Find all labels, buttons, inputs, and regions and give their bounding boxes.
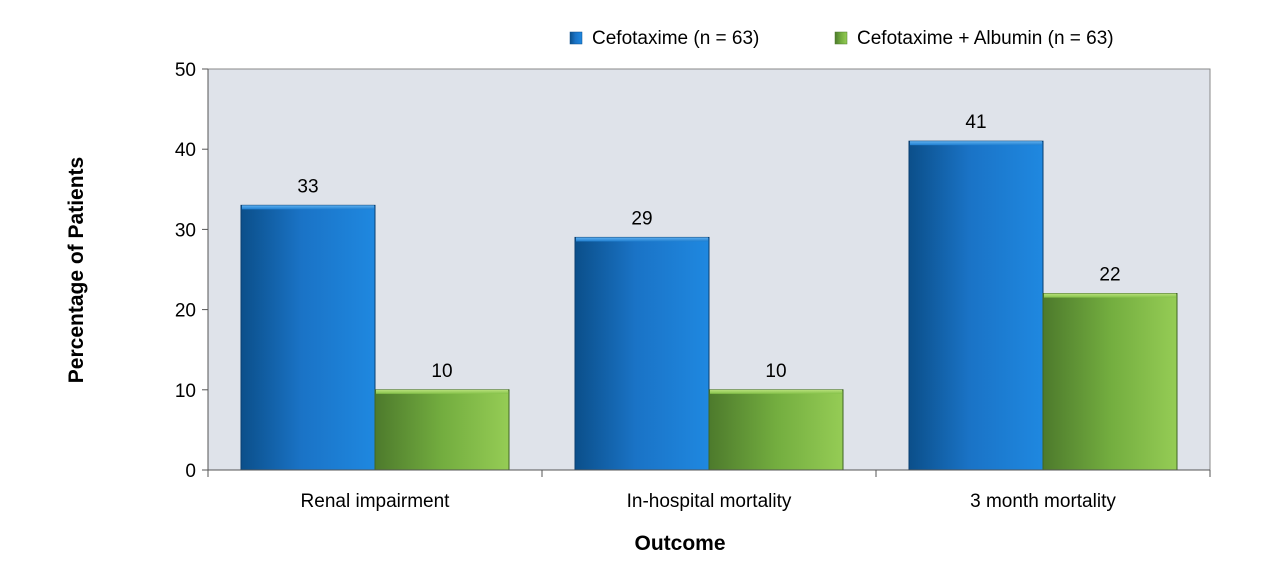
- y-tick-label: 10: [175, 381, 196, 402]
- legend-label-cefotaxime-albumin: Cefotaxime + Albumin (n = 63): [857, 28, 1114, 49]
- legend-label-cefotaxime: Cefotaxime (n = 63): [592, 28, 759, 49]
- bars-layer: 33 10 29 10 41 22: [240, 112, 1178, 471]
- bar-top-highlight: [910, 141, 1042, 146]
- x-tick-label-renal-impairment: Renal impairment: [301, 491, 451, 512]
- bar-renal-impairment-series-1: [374, 389, 510, 471]
- axes-layer: 0 10 20 30 40 50 Renal impairment In-hospital m…: [175, 60, 1211, 512]
- bar-top-highlight: [1044, 293, 1176, 298]
- bar-top-highlight: [376, 389, 508, 394]
- data-label-3-month-mortality-series-0: 41: [965, 112, 986, 133]
- bar-renal-impairment-series-0: [240, 204, 376, 471]
- bar-top-highlight: [242, 205, 374, 210]
- data-label-in-hospital-mortality-series-1: 10: [765, 361, 786, 382]
- bar-top-highlight: [710, 389, 842, 394]
- y-axis-label: Percentage of Patients: [65, 157, 88, 383]
- x-tick-label-3-month-mortality: 3 month mortality: [970, 491, 1116, 512]
- data-label-renal-impairment-series-1: 10: [431, 361, 452, 382]
- legend-swatch-cefotaxime-albumin: [834, 31, 848, 45]
- y-tick-label: 0: [185, 461, 196, 482]
- bar-top-highlight: [576, 237, 708, 242]
- legend-swatch-cefotaxime: [569, 31, 583, 45]
- y-tick-label: 20: [175, 301, 196, 322]
- y-tick-label: 50: [175, 60, 196, 81]
- y-tick-label: 30: [175, 220, 196, 241]
- bar-3-month-mortality-series-1: [1042, 293, 1178, 471]
- bar-in-hospital-mortality-series-0: [574, 236, 710, 471]
- bar-in-hospital-mortality-series-1: [708, 389, 844, 471]
- data-label-renal-impairment-series-0: 33: [297, 176, 318, 197]
- legend: Cefotaxime (n = 63) Cefotaxime + Albumin…: [569, 28, 1114, 49]
- bar-3-month-mortality-series-0: [908, 140, 1044, 471]
- x-axis-label: Outcome: [634, 532, 725, 555]
- data-label-3-month-mortality-series-1: 22: [1099, 265, 1120, 286]
- y-tick-label: 40: [175, 140, 196, 161]
- x-tick-label-in-hospital-mortality: In-hospital mortality: [627, 491, 792, 512]
- data-label-in-hospital-mortality-series-0: 29: [631, 208, 652, 229]
